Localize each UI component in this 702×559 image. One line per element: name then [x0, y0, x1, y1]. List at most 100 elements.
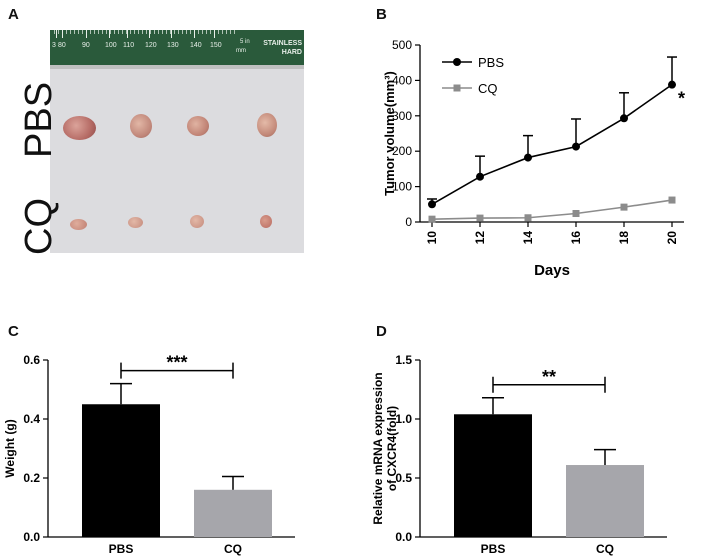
ruler-minor-tick: [214, 30, 215, 34]
ruler-brand-text-2: HARD: [281, 49, 302, 56]
ruler-minor-tick: [94, 30, 95, 34]
y-tick-label: 1.0: [395, 412, 412, 426]
tumor-cq-4: [260, 215, 272, 228]
ruler-minor-tick: [78, 30, 79, 34]
ruler-minor-tick: [138, 30, 139, 34]
data-point-pbs: [620, 114, 628, 123]
row-label-cq: CQ: [18, 198, 60, 255]
ruler-tick: [109, 30, 110, 38]
y-tick-label: 0.0: [395, 530, 412, 544]
ruler-minor-tick: [102, 30, 103, 34]
ruler-unit-in: 5 in: [240, 39, 250, 45]
panel-letter-d: D: [376, 323, 387, 340]
ruler-number: 80: [58, 42, 66, 49]
ruler-minor-tick: [126, 30, 127, 34]
ruler-minor-tick: [150, 30, 151, 34]
tumor-volume-chart: 0 100 200 300 400 500 10 12 14 16 18 20 Days Tumor vo…: [382, 38, 685, 279]
ruler-unit-mm: mm: [236, 48, 246, 54]
ruler-minor-tick: [202, 30, 203, 34]
ruler-minor-tick: [190, 30, 191, 34]
ruler: 3 80 90 100 110 120 130 140 150 STAINLESS HARD mm 5 …: [50, 30, 304, 65]
data-point-pbs: [668, 80, 676, 89]
tumor-pbs-4: [257, 113, 277, 137]
y-axis-label: Tumor volume(mm³): [382, 71, 397, 196]
data-point-cq: [668, 196, 676, 204]
ruler-minor-tick: [170, 30, 171, 34]
legend-label-cq: CQ: [478, 81, 498, 96]
y-tick-label: 0.4: [23, 412, 40, 426]
y-tick-label: 0: [405, 215, 412, 229]
ruler-minor-tick: [158, 30, 159, 34]
ruler-minor-tick: [198, 30, 199, 34]
ruler-number: 120: [145, 42, 157, 49]
ruler-minor-tick: [186, 30, 187, 34]
y-tick-label: 300: [392, 109, 412, 123]
ruler-minor-tick: [58, 30, 59, 34]
legend-label-pbs: PBS: [478, 55, 504, 70]
ruler-number: 100: [105, 42, 117, 49]
bar-cq: [566, 465, 644, 537]
ruler-minor-tick: [90, 30, 91, 34]
y-axis-label-line: Relative mRNA expression: [372, 372, 385, 524]
ruler-minor-tick: [230, 30, 231, 34]
y-tick-label: 0.2: [23, 471, 40, 485]
ruler-tick: [194, 30, 195, 38]
ruler-minor-tick: [182, 30, 183, 34]
ruler-minor-tick: [122, 30, 123, 34]
ruler-minor-tick: [62, 30, 63, 34]
ruler-minor-tick: [162, 30, 163, 34]
significance-label: ***: [166, 353, 187, 373]
data-point-cq: [524, 214, 532, 222]
series-line-cq: [431, 199, 673, 220]
ruler-minor-tick: [118, 30, 119, 34]
y-tick-label: 1.5: [395, 353, 412, 367]
ruler-minor-tick: [218, 30, 219, 34]
ruler-tick: [62, 30, 63, 38]
data-point-pbs: [572, 142, 580, 151]
ruler-minor-tick: [142, 30, 143, 34]
x-tick-label: 12: [473, 231, 487, 245]
ruler-minor-tick: [134, 30, 135, 34]
ruler-edge: [50, 65, 304, 69]
bar-pbs: [82, 404, 160, 537]
ruler-minor-tick: [70, 30, 71, 34]
ruler-tick: [56, 30, 57, 38]
ruler-number: 3: [52, 42, 56, 49]
ruler-tick: [214, 30, 215, 38]
tumor-photo: 3 80 90 100 110 120 130 140 150 STAINLESS HARD mm 5 …: [50, 30, 304, 253]
ruler-minor-tick: [178, 30, 179, 34]
x-tick-label: 10: [425, 231, 439, 245]
data-point-pbs: [476, 172, 484, 181]
data-point-pbs: [428, 200, 436, 209]
ruler-number: 90: [82, 42, 90, 49]
ruler-number: 130: [167, 42, 179, 49]
data-point-pbs: [524, 153, 532, 162]
panel-letter-c: C: [8, 323, 19, 340]
significance-label: **: [542, 367, 556, 387]
ruler-minor-tick: [74, 30, 75, 34]
ruler-minor-tick: [66, 30, 67, 34]
y-axis-label-line: of CXCR4(fold): [385, 406, 399, 491]
ruler-minor-tick: [54, 30, 55, 34]
x-tick-label: PBS: [481, 542, 506, 556]
x-tick-label: 14: [521, 231, 535, 245]
ruler-minor-tick: [146, 30, 147, 34]
tumor-pbs-3: [187, 116, 209, 136]
x-tick-label: 20: [665, 231, 679, 245]
x-tick-label: CQ: [596, 542, 614, 556]
row-label-pbs: PBS: [18, 81, 60, 158]
x-tick-label: PBS: [109, 542, 134, 556]
ruler-minor-tick: [98, 30, 99, 34]
y-tick-label: 400: [392, 73, 412, 87]
ruler-minor-tick: [222, 30, 223, 34]
ruler-tick: [127, 30, 128, 38]
bar-pbs: [454, 414, 532, 537]
ruler-brand-text: STAINLESS: [263, 40, 302, 47]
ruler-minor-tick: [234, 30, 235, 34]
y-axis-label: Weight (g): [3, 419, 17, 477]
significance-annotation: *: [678, 89, 685, 109]
tumor-cq-3: [190, 215, 204, 228]
ruler-minor-tick: [206, 30, 207, 34]
legend-marker: [453, 58, 461, 66]
data-point-cq: [476, 214, 484, 222]
